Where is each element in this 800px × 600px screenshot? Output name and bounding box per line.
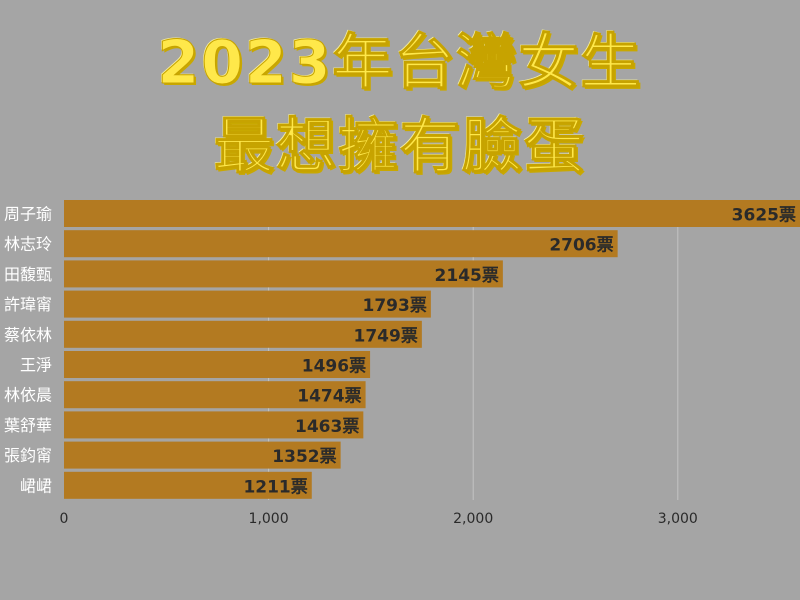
category-label: 周子瑜 xyxy=(4,205,52,224)
value-label: 3625票 xyxy=(732,206,796,226)
category-label: 峮峮 xyxy=(20,476,52,495)
value-label: 1793票 xyxy=(363,296,427,316)
chart-title-line-2: 最想擁有臉蛋 xyxy=(214,112,586,182)
bar xyxy=(64,290,431,318)
x-tick-label: 3,000 xyxy=(658,511,698,527)
bar xyxy=(64,230,618,258)
value-label: 1496票 xyxy=(302,357,366,377)
x-axis-ticks: 0 1,000 2,000 3,000 xyxy=(60,511,698,527)
bar xyxy=(64,320,422,348)
category-label: 王淨 xyxy=(20,356,52,375)
x-tick-label: 2,000 xyxy=(453,511,493,527)
category-label: 張鈞甯 xyxy=(4,446,52,465)
value-label: 1211票 xyxy=(243,477,307,497)
bar xyxy=(64,471,312,499)
bar xyxy=(64,441,341,469)
bar xyxy=(64,200,800,227)
bar xyxy=(64,411,364,439)
x-tick-label: 1,000 xyxy=(249,511,289,527)
value-label: 1463票 xyxy=(295,417,359,437)
chart-title-line-1: 2023年台灣女生 xyxy=(157,28,643,98)
bars xyxy=(64,200,800,499)
x-tick-label: 0 xyxy=(60,511,69,527)
bar xyxy=(64,351,371,378)
value-label: 1749票 xyxy=(354,326,418,346)
category-label: 許瑋甯 xyxy=(4,295,52,314)
category-label: 林志玲 xyxy=(4,235,52,254)
value-label: 1352票 xyxy=(272,447,336,467)
category-label: 林依晨 xyxy=(4,386,52,405)
category-label: 葉舒華 xyxy=(4,416,52,435)
value-label: 2145票 xyxy=(435,266,499,286)
value-label: 1474票 xyxy=(297,387,361,407)
bar xyxy=(64,260,503,288)
category-label: 田馥甄 xyxy=(4,265,52,284)
value-label: 2706票 xyxy=(549,236,613,256)
category-label: 蔡依林 xyxy=(4,325,52,344)
bar xyxy=(64,381,366,409)
